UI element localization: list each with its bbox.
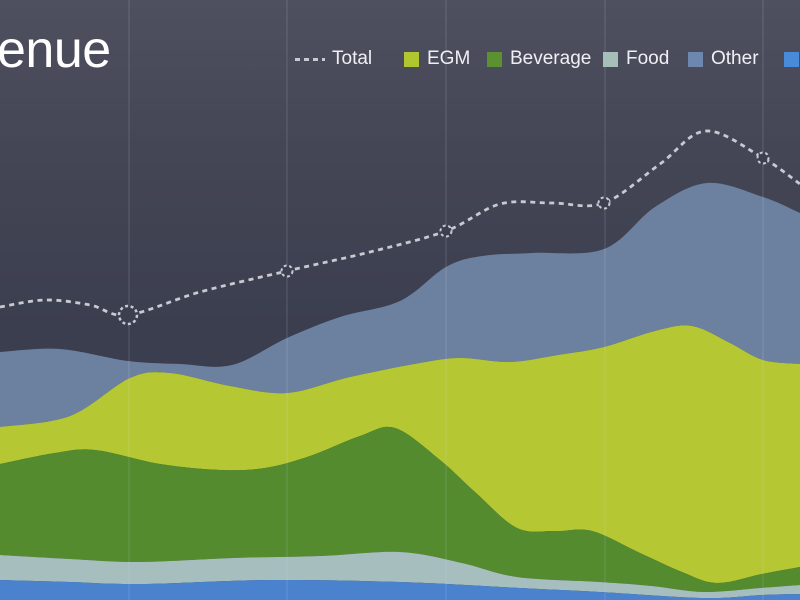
page-title: enue (0, 21, 111, 79)
total-point-marker[interactable] (756, 151, 770, 165)
legend-color-swatch (603, 51, 618, 67)
legend-color-swatch (404, 51, 419, 67)
area-egm (0, 325, 800, 584)
area-food (0, 551, 800, 599)
legend-label: EGM (427, 48, 471, 69)
legend-item-total[interactable]: Total (295, 47, 372, 71)
legend-item-food[interactable]: Food (603, 47, 669, 71)
total-line (0, 129, 800, 317)
legend-label: Beverage (510, 48, 592, 69)
area-other (0, 182, 800, 427)
area-bottom-cutoff-series (0, 579, 800, 600)
legend-item-other[interactable]: Other (688, 47, 759, 71)
total-point-marker[interactable] (597, 196, 611, 210)
legend-item-egm[interactable]: EGM (404, 47, 470, 71)
legend-color-swatch (784, 51, 799, 67)
legend-label: Food (626, 48, 670, 69)
total-point-marker[interactable] (280, 264, 294, 278)
legend-color-swatch (688, 51, 703, 67)
legend-label: Other (711, 48, 759, 69)
dashed-line-swatch (295, 57, 325, 61)
total-point-marker[interactable] (439, 224, 453, 238)
total-point-marker[interactable] (117, 304, 139, 326)
legend-item-cutoff[interactable] (784, 47, 800, 71)
legend-color-swatch (487, 51, 502, 67)
legend-label: Total (332, 48, 373, 69)
area-beverage (0, 426, 800, 593)
legend-item-beverage[interactable]: Beverage (487, 47, 591, 71)
